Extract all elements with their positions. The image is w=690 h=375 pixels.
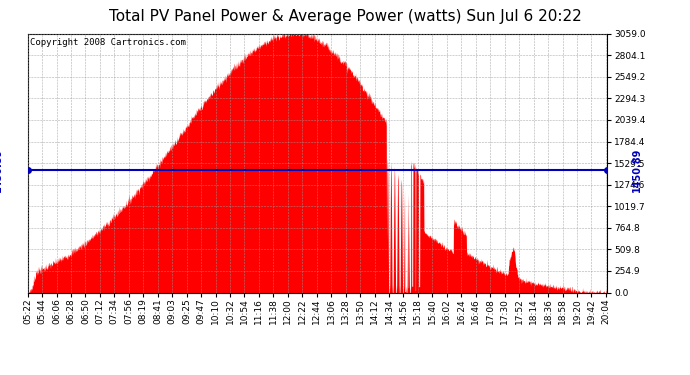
Text: Copyright 2008 Cartronics.com: Copyright 2008 Cartronics.com [30,38,186,46]
Text: Total PV Panel Power & Average Power (watts) Sun Jul 6 20:22: Total PV Panel Power & Average Power (wa… [108,9,582,24]
Text: 1450.89: 1450.89 [632,148,642,192]
Text: 1450.89: 1450.89 [0,148,3,192]
